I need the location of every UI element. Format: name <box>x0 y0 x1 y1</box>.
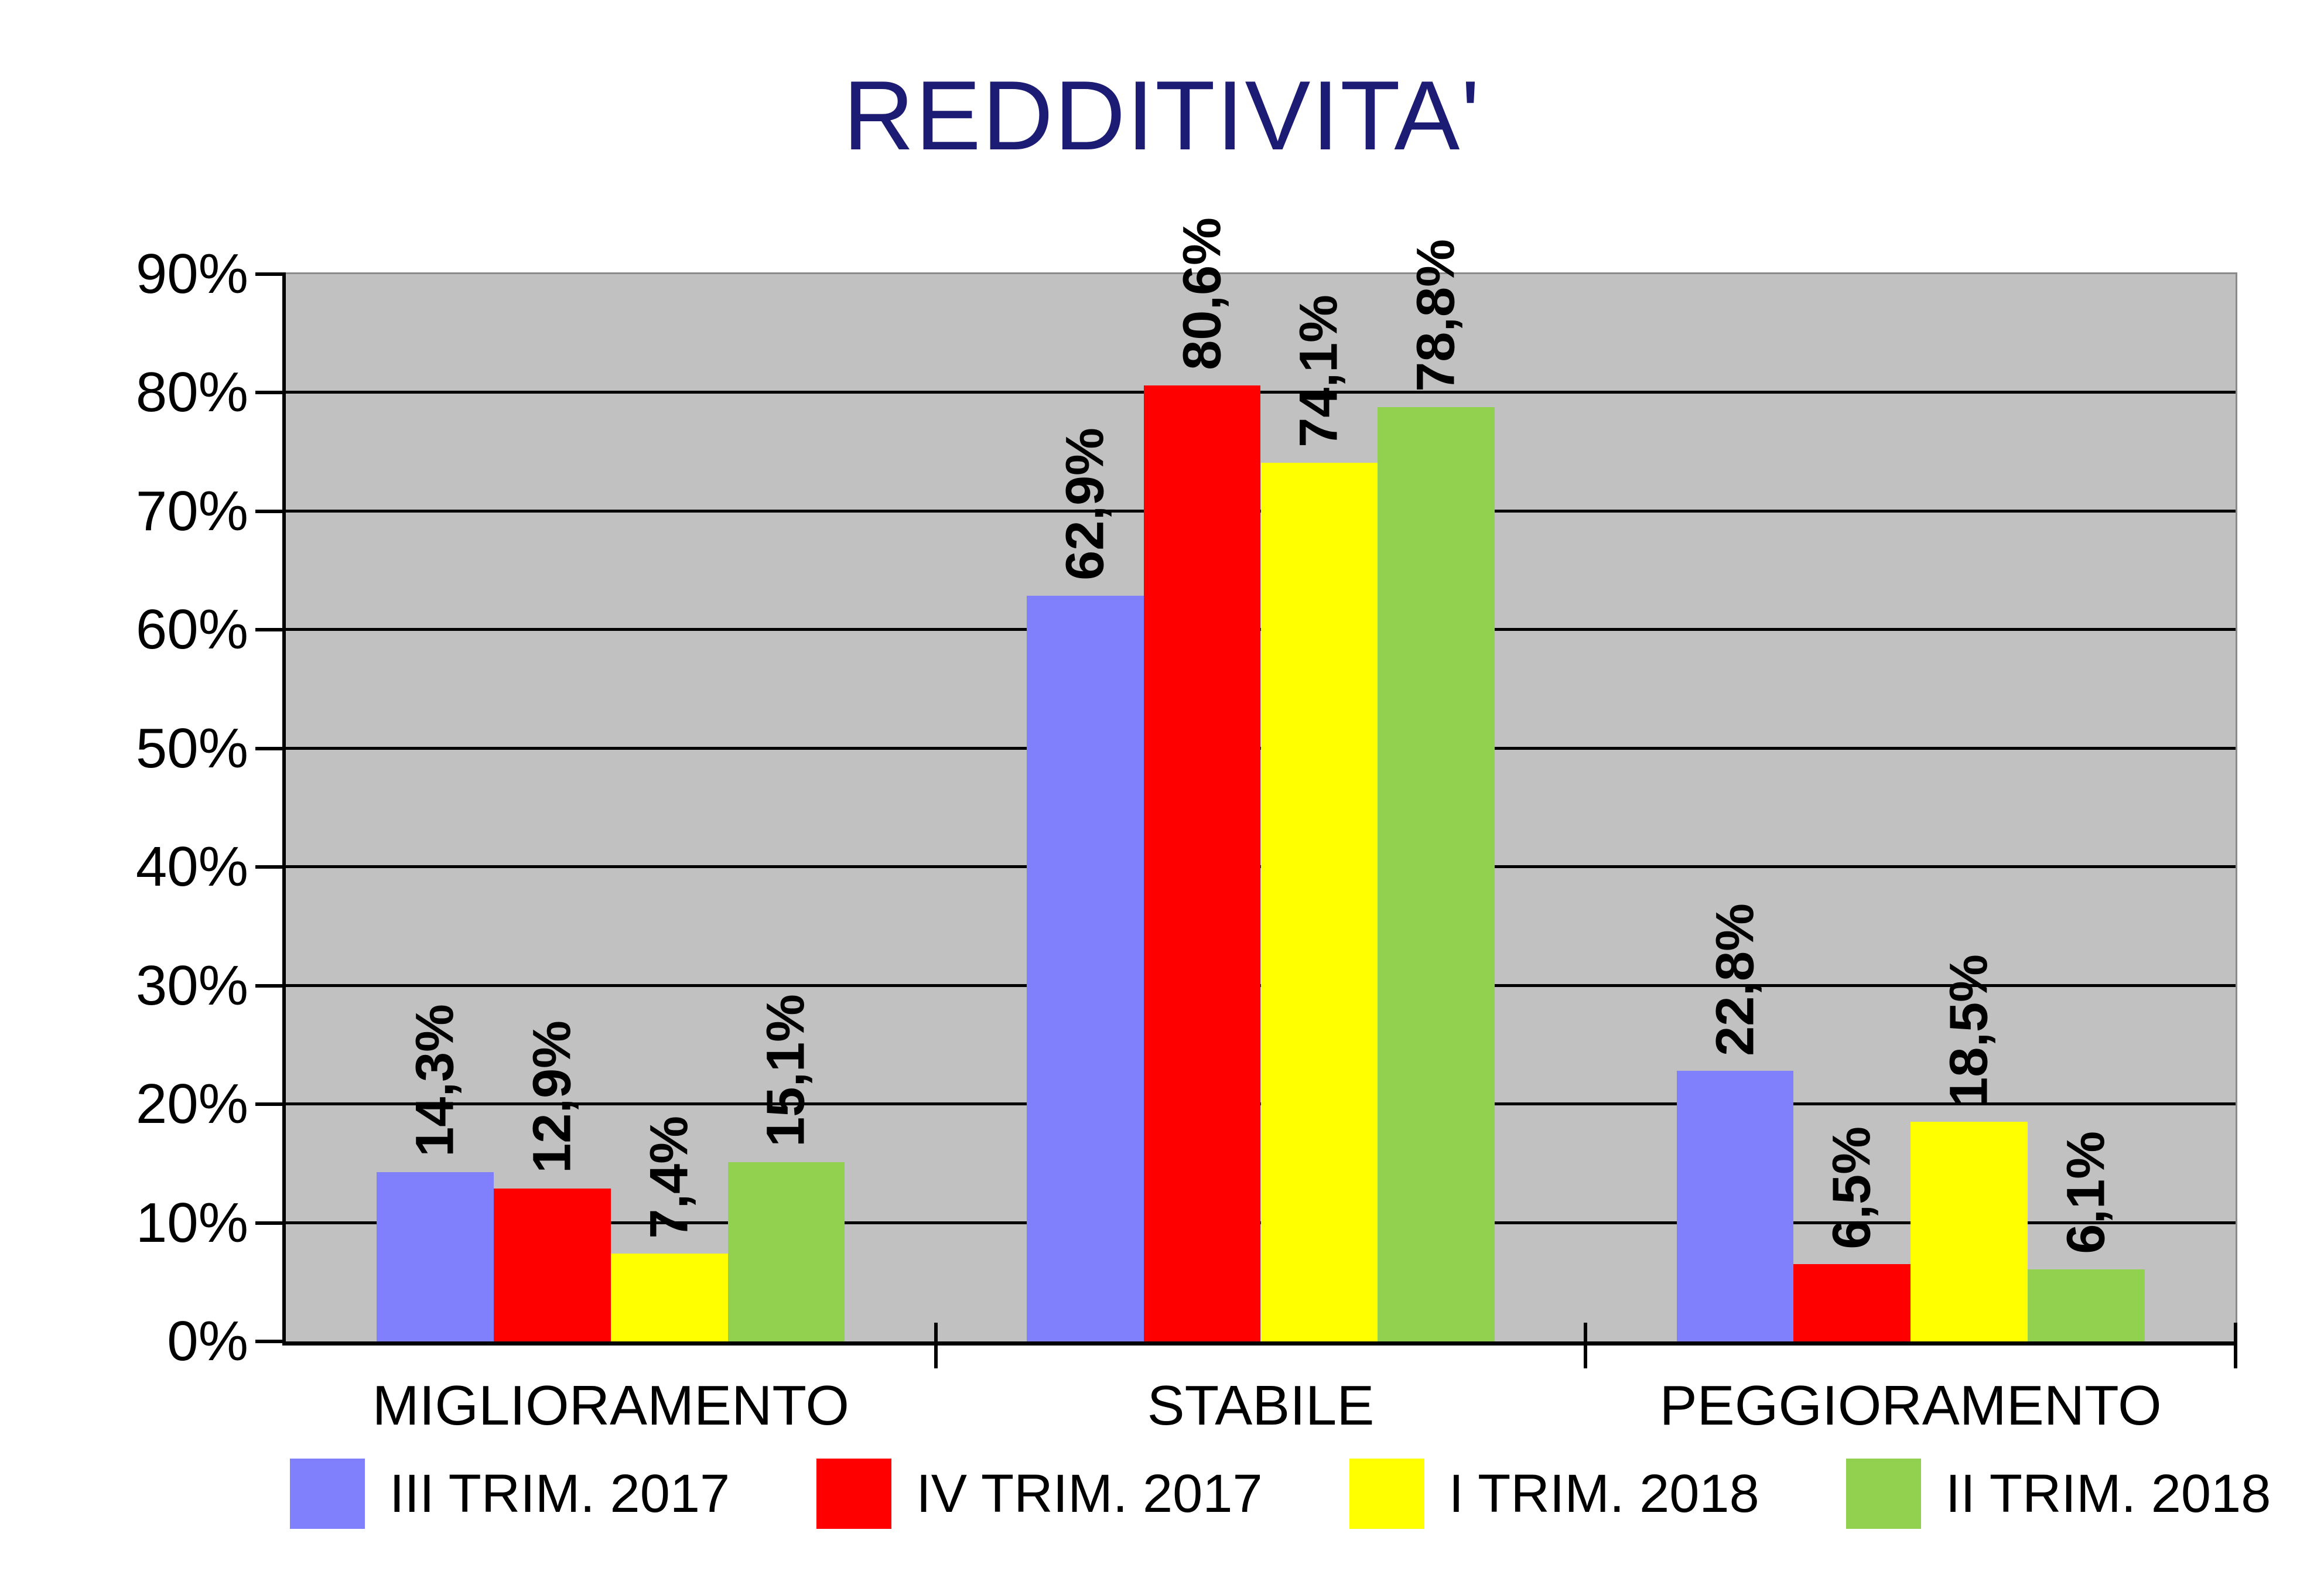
bar <box>1676 1071 1794 1341</box>
legend-item: II TRIM. 2018 <box>1845 1459 2271 1529</box>
bar <box>1911 1122 2028 1341</box>
y-tick-label: 90% <box>135 243 248 305</box>
bar <box>1378 407 1495 1341</box>
chart-title: REDDITIVITA' <box>843 60 1481 170</box>
legend-label: II TRIM. 2018 <box>1945 1464 2271 1524</box>
legend-label: III TRIM. 2017 <box>389 1464 730 1524</box>
y-tick-label: 30% <box>135 954 248 1017</box>
legend-swatch <box>1349 1459 1424 1529</box>
bar <box>727 1162 845 1341</box>
bar <box>494 1188 611 1341</box>
y-tick <box>255 1340 286 1343</box>
bar-value-label: 6,1% <box>2056 1131 2116 1254</box>
category-label: PEGGIORAMENTO <box>1659 1374 2162 1437</box>
y-tick-label: 0% <box>167 1310 248 1372</box>
y-tick <box>255 746 286 750</box>
y-tick <box>255 628 286 632</box>
y-tick <box>255 865 286 869</box>
y-tick <box>255 272 286 276</box>
y-tick-label: 40% <box>135 835 248 899</box>
x-tick <box>1584 1323 1588 1368</box>
bar <box>1260 462 1378 1341</box>
legend-item: III TRIM. 2017 <box>290 1459 730 1529</box>
y-tick <box>255 1221 286 1225</box>
x-axis-line <box>282 1341 2237 1346</box>
bar-value-label: 22,8% <box>1704 903 1765 1056</box>
y-tick <box>255 984 286 988</box>
y-tick <box>255 391 286 395</box>
bar <box>610 1254 728 1341</box>
legend-item: IV TRIM. 2017 <box>816 1459 1263 1529</box>
legend: III TRIM. 2017 IV TRIM. 2017 I TRIM. 2018 I… <box>290 1459 2271 1529</box>
bar-value-label: 78,8% <box>1406 238 1466 392</box>
bar-value-label: 74,1% <box>1289 295 1349 448</box>
plot-area: 0% 10% 20% 30% 40% 50% 60% 70% 80% 90% MIGLIORAMEN… <box>136 217 2237 1434</box>
bar-value-label: 80,6% <box>1172 217 1232 371</box>
y-axis-line <box>282 274 286 1344</box>
y-tick-label: 10% <box>135 1191 248 1254</box>
legend-swatch <box>1845 1459 1921 1529</box>
y-tick <box>255 509 286 513</box>
bar-value-label: 14,3% <box>405 1003 465 1157</box>
x-tick <box>934 1323 938 1368</box>
bar-value-label: 7,4% <box>639 1115 699 1239</box>
legend-label: IV TRIM. 2017 <box>916 1464 1263 1524</box>
bar <box>1027 595 1144 1341</box>
bar-value-label: 62,9% <box>1055 427 1115 581</box>
bar-value-label: 12,9% <box>522 1020 582 1173</box>
x-tick <box>2234 1323 2237 1368</box>
legend-swatch <box>290 1459 365 1529</box>
legend-item: I TRIM. 2018 <box>1349 1459 1759 1529</box>
bar <box>2027 1269 2145 1341</box>
legend-label: I TRIM. 2018 <box>1448 1464 1759 1524</box>
y-tick-label: 20% <box>135 1073 248 1136</box>
bar <box>1143 385 1261 1341</box>
y-tick-label: 60% <box>135 598 248 661</box>
bar-value-label: 6,5% <box>1821 1126 1882 1249</box>
y-tick-label: 50% <box>135 716 248 780</box>
legend-swatch <box>816 1459 892 1529</box>
category-label: MIGLIORAMENTO <box>372 1374 849 1437</box>
bar <box>1793 1264 1911 1341</box>
y-tick-label: 70% <box>135 479 248 542</box>
y-tick <box>255 1102 286 1107</box>
bar-value-label: 15,1% <box>756 994 816 1148</box>
bar-value-label: 18,5% <box>1939 954 1999 1107</box>
gridline <box>286 391 2236 394</box>
y-tick-label: 80% <box>135 361 248 424</box>
bar <box>377 1172 494 1341</box>
category-label: STABILE <box>1147 1374 1375 1437</box>
